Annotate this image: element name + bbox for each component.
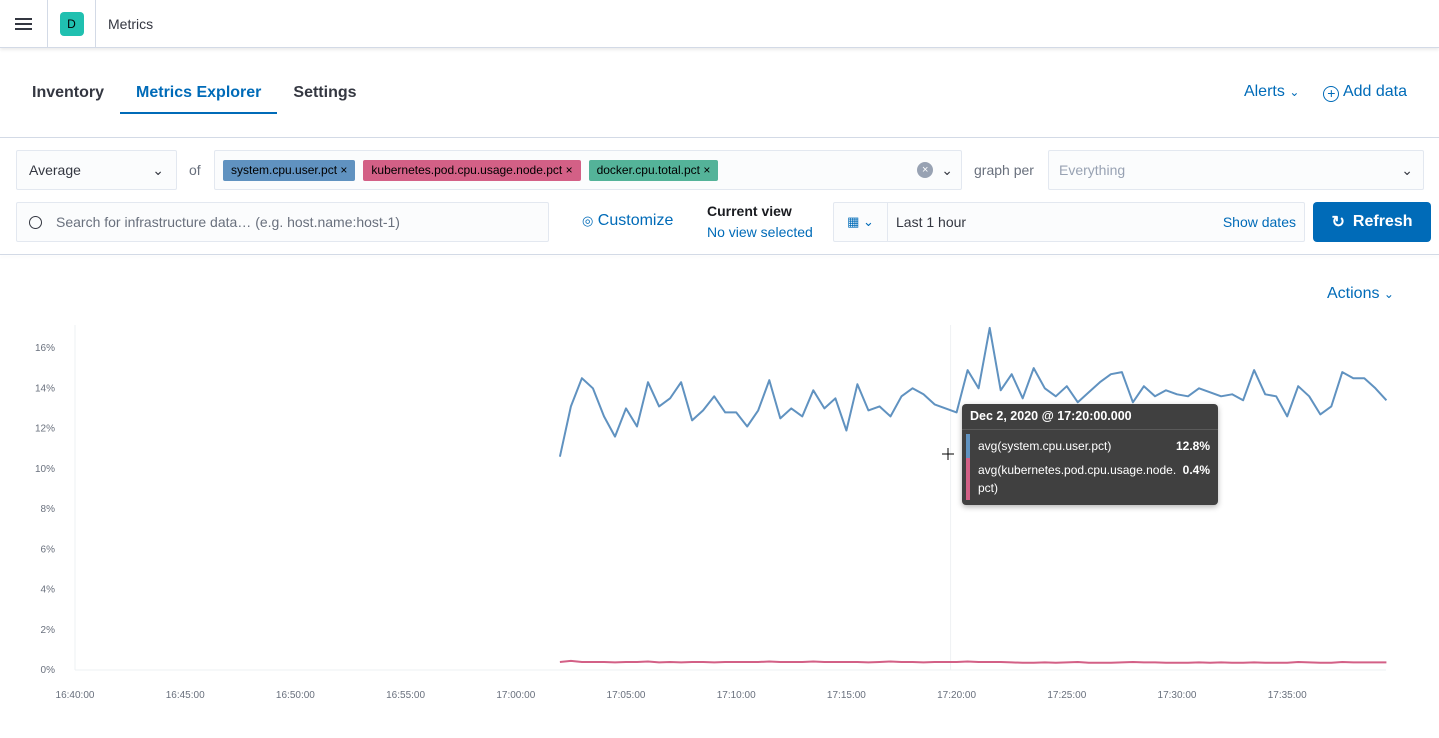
x-tick-label: 17:15:00 xyxy=(827,690,866,701)
x-tick-label: 16:45:00 xyxy=(166,690,205,701)
chevron-down-icon: ⌄ xyxy=(1289,85,1300,99)
alerts-button[interactable]: Alerts ⌄ xyxy=(1243,83,1300,100)
actions-button[interactable]: Actions ⌄ xyxy=(1327,285,1394,302)
x-tick-label: 16:50:00 xyxy=(276,690,315,701)
customize-button[interactable]: ◎ Customize xyxy=(582,212,674,229)
current-view-label: Current view xyxy=(707,203,792,219)
x-tick-label: 17:20:00 xyxy=(937,690,976,701)
tooltip-row: avg(system.cpu.user.pct) 12.8% xyxy=(966,434,1218,458)
y-tick-label: 14% xyxy=(35,383,55,394)
space-selector[interactable]: D xyxy=(48,0,96,48)
show-dates-link[interactable]: Show dates xyxy=(1222,214,1296,230)
date-picker: ▦ ⌄ Last 1 hour Show dates xyxy=(833,202,1305,242)
x-tick-label: 17:00:00 xyxy=(496,690,535,701)
aggregation-select[interactable]: Average ⌄ xyxy=(16,150,177,190)
divider xyxy=(0,137,1439,138)
x-tick-label: 16:40:00 xyxy=(56,690,95,701)
menu-button[interactable] xyxy=(0,0,48,48)
eye-icon: ◎ xyxy=(582,213,594,228)
date-quick-menu[interactable]: ▦ ⌄ xyxy=(834,203,888,241)
current-view-link[interactable]: No view selected xyxy=(707,224,813,240)
top-header: D Metrics xyxy=(0,0,1439,48)
y-tick-label: 12% xyxy=(35,424,55,435)
tab-inventory[interactable]: Inventory xyxy=(32,84,105,101)
tab-settings[interactable]: Settings xyxy=(293,84,357,101)
divider xyxy=(0,254,1439,255)
y-tick-label: 10% xyxy=(35,464,55,475)
y-tick-label: 6% xyxy=(41,544,56,555)
plus-circle-icon: + xyxy=(1323,86,1340,102)
chevron-down-icon: ⌄ xyxy=(152,161,164,178)
metric-pill[interactable]: system.cpu.user.pct × xyxy=(223,159,356,181)
tooltip-row: avg(kubernetes.pod.cpu.usage.node.pct) 0.… xyxy=(966,458,1218,500)
series-line xyxy=(559,659,1387,664)
refresh-icon: ↻ xyxy=(1331,214,1345,231)
y-tick-label: 8% xyxy=(41,504,56,515)
y-tick-label: 4% xyxy=(41,585,56,596)
breadcrumb[interactable]: Metrics xyxy=(108,15,154,32)
space-avatar: D xyxy=(59,11,84,36)
close-icon[interactable]: × xyxy=(565,163,573,177)
y-tick-label: 2% xyxy=(41,625,56,636)
chevron-down-icon: ⌄ xyxy=(1383,287,1394,301)
of-label: of xyxy=(189,162,201,178)
clear-icon[interactable]: × xyxy=(917,162,934,178)
x-tick-label: 17:10:00 xyxy=(717,690,756,701)
x-tick-label: 17:30:00 xyxy=(1158,690,1197,701)
add-data-button[interactable]: + Add data xyxy=(1323,83,1407,102)
search-input[interactable]: Search for infrastructure data… (e.g. ho… xyxy=(16,202,549,242)
metrics-combobox[interactable]: system.cpu.user.pct × kubernetes.pod.cpu… xyxy=(214,150,962,190)
chevron-down-icon[interactable]: ⌄ xyxy=(941,161,953,178)
calendar-icon: ▦ xyxy=(847,214,860,229)
metric-pill[interactable]: kubernetes.pod.cpu.usage.node.pct × xyxy=(363,159,581,181)
x-tick-label: 16:55:00 xyxy=(386,690,425,701)
hamburger-icon xyxy=(15,22,32,25)
x-tick-label: 17:25:00 xyxy=(1047,690,1086,701)
crosshair-cursor-icon xyxy=(942,448,954,460)
close-icon[interactable]: × xyxy=(703,163,711,177)
refresh-button[interactable]: ↻ Refresh xyxy=(1313,202,1431,242)
graph-per-label: graph per xyxy=(974,162,1034,178)
tooltip-title: Dec 2, 2020 @ 17:20:00.000 xyxy=(962,404,1218,430)
chevron-down-icon: ⌄ xyxy=(1401,161,1413,178)
x-tick-label: 17:35:00 xyxy=(1268,690,1307,701)
x-tick-label: 17:05:00 xyxy=(607,690,646,701)
y-tick-label: 0% xyxy=(41,665,56,676)
graph-per-select[interactable]: Everything ⌄ xyxy=(1048,150,1424,190)
metric-pill[interactable]: docker.cpu.total.pct × xyxy=(588,159,719,181)
y-tick-label: 16% xyxy=(35,343,55,354)
series-line xyxy=(558,326,1388,457)
tab-bar: Inventory Metrics Explorer Settings xyxy=(16,70,373,114)
tab-metrics-explorer[interactable]: Metrics Explorer xyxy=(120,70,278,114)
chart-tooltip: Dec 2, 2020 @ 17:20:00.000 avg(system.cp… xyxy=(962,404,1218,505)
time-range[interactable]: Last 1 hour xyxy=(896,214,967,230)
close-icon[interactable]: × xyxy=(340,163,348,177)
search-icon xyxy=(29,215,42,229)
